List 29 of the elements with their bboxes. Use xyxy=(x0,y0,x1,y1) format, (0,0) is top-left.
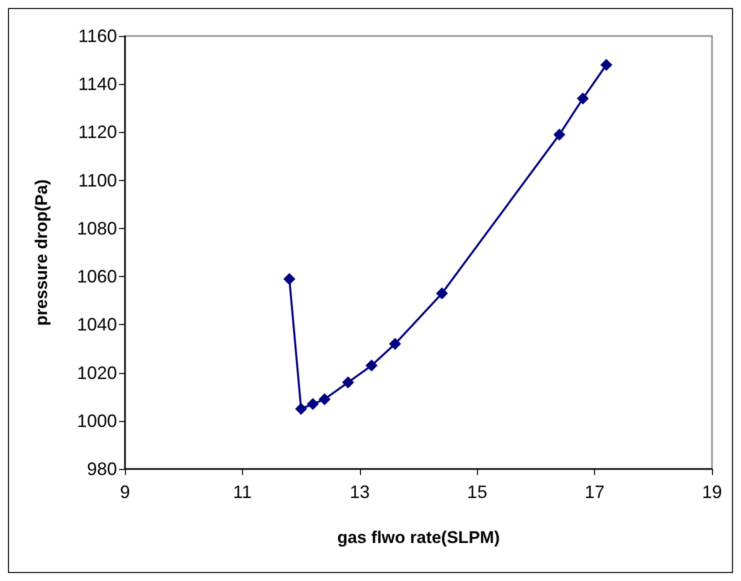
x-tick-label: 19 xyxy=(702,482,722,502)
point xyxy=(576,92,589,105)
y-tick-label: 1140 xyxy=(78,74,117,94)
y-tick-label: 1040 xyxy=(76,314,117,335)
y-tick-label: 1160 xyxy=(78,26,117,46)
point xyxy=(389,338,402,350)
y-tick-label: 1080 xyxy=(76,218,117,238)
x-tick-label: 9 xyxy=(120,482,130,502)
point xyxy=(436,287,448,300)
y-tick-label: 1060 xyxy=(76,266,117,287)
x-tick-label: 17 xyxy=(584,482,605,502)
y-tick-label: 980 xyxy=(86,459,117,479)
x-axis-title: gas flwo rate(SLPM) xyxy=(337,528,500,547)
point xyxy=(318,393,331,406)
point xyxy=(342,376,354,388)
x-tick-label: 15 xyxy=(467,482,488,502)
y-tick-label: 1100 xyxy=(78,170,117,190)
x-tick-label: 13 xyxy=(350,482,370,502)
point xyxy=(553,128,566,141)
point xyxy=(295,402,308,415)
y-tick-label: 1020 xyxy=(76,362,117,383)
x-tick-label: 11 xyxy=(233,482,252,502)
y-axis-title: pressure drop(Pa) xyxy=(32,179,51,326)
y-tick-label: 1000 xyxy=(76,410,117,431)
point xyxy=(306,398,319,410)
y-tick-label: 1120 xyxy=(78,122,117,142)
point xyxy=(600,58,612,71)
point xyxy=(366,360,378,372)
point xyxy=(283,272,296,285)
